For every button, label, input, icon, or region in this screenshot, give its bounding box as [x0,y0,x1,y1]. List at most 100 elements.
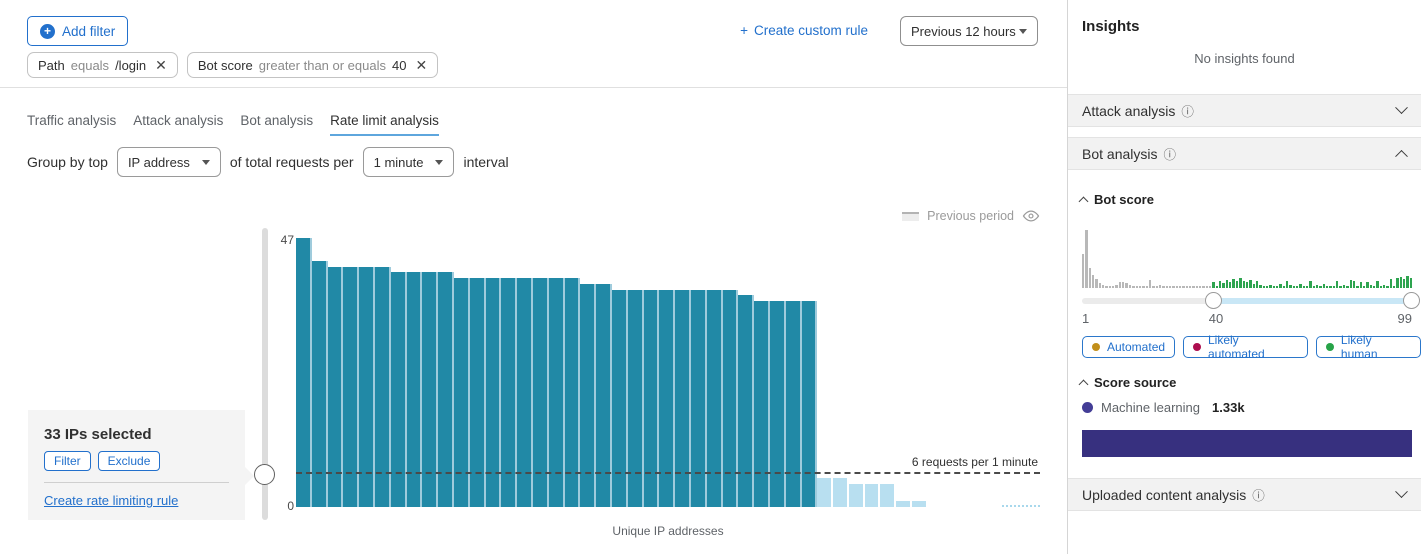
histogram-bar-green [1392,286,1396,288]
histogram-bar-green [1406,276,1409,288]
add-filter-button[interactable]: + Add filter [27,16,129,46]
histogram-bar-green [1219,281,1222,288]
rate-limit-bar-selected [390,272,407,507]
interval-value: 1 minute [373,154,424,170]
rate-limit-bar-selected [596,284,612,507]
uploaded-content-section-header[interactable]: Uploaded content analysis ⓘ [1068,478,1421,511]
histogram-bar-gray [1175,286,1178,288]
bot-score-subheader[interactable]: Bot score [1078,192,1154,207]
histogram-bar-gray [1118,282,1122,288]
machine-learning-value: 1.33k [1212,400,1245,415]
threshold-slider-handle[interactable] [254,464,275,485]
remove-filter-icon[interactable]: ✕ [415,56,428,73]
slider-handle-max[interactable] [1403,292,1420,309]
legend-badge-automated[interactable]: Automated [1082,336,1176,358]
info-icon: ⓘ [1252,489,1265,503]
group-by-select[interactable]: IP address [116,147,221,177]
threshold-slider-track[interactable] [262,228,268,520]
tab-traffic-analysis[interactable]: Traffic analysis [27,113,117,128]
histogram-bar-green [1382,285,1386,288]
histogram-bar-green [1366,282,1369,288]
interval-select[interactable]: 1 minute [362,147,455,177]
bot-analysis-label: Bot analysis [1082,146,1158,162]
rate-limit-bar-below-threshold [912,501,928,507]
slider-track-selected[interactable] [1213,298,1412,304]
bot-score-title: Bot score [1094,192,1154,207]
histogram-bar-green [1322,284,1326,288]
info-icon: ⓘ [1163,148,1176,162]
filter-chip[interactable]: Bot score greater than or equals 40 ✕ [186,52,439,78]
insights-sidebar: Insights No insights found Attack analys… [1067,0,1421,554]
filter-chip-operator: greater than or equals [258,57,386,73]
rate-limit-bar-selected [406,272,423,507]
histogram-bar-green [1235,281,1239,288]
remove-filter-icon[interactable]: ✕ [155,56,167,73]
histogram-bar-gray [1145,286,1148,288]
histogram-bar-green [1229,282,1232,288]
histogram-bar-green [1349,280,1352,288]
legend-dot-icon [1325,343,1334,351]
histogram-bar-green [1259,285,1262,288]
histogram-bar-gray [1165,286,1168,288]
histogram-bar-green [1279,284,1282,288]
histogram-bar-green [1265,286,1269,288]
eye-icon[interactable] [1022,207,1040,225]
create-custom-rule-link[interactable]: + Create custom rule [740,23,868,38]
chevron-down-icon [1395,485,1408,499]
bot-analysis-section-header[interactable]: Bot analysis ⓘ [1068,137,1421,170]
rate-limit-bar-selected [675,290,691,507]
histogram-bar-green [1336,281,1339,288]
time-range-value: Previous 12 hours [911,23,1016,39]
tab-rate-limit-analysis[interactable]: Rate limit analysis [330,113,439,136]
histogram-bar-green [1232,279,1235,288]
histogram-bar-green [1252,284,1255,288]
filter-chip-field: Path [38,57,65,73]
uploaded-content-label: Uploaded content analysis [1082,487,1247,503]
histogram-bar-green [1396,278,1399,288]
histogram-bar-gray [1115,285,1118,288]
slider-track-unselected[interactable] [1082,298,1213,304]
histogram-bar-green [1319,286,1322,288]
legend-badge-likely-human[interactable]: Likely human [1315,333,1421,361]
exclude-button[interactable]: Exclude [97,451,161,471]
histogram-bar-gray [1152,286,1155,288]
chevron-down-icon [1395,101,1408,115]
slider-handle-min[interactable] [1205,292,1222,309]
filter-chip[interactable]: Path equals/login ✕ [27,52,178,78]
histogram-bar-green [1339,286,1342,288]
histogram-bar-gray [1108,286,1112,288]
score-source-bar [1082,430,1412,457]
tab-bot-analysis[interactable]: Bot analysis [240,113,314,128]
tab-attack-analysis[interactable]: Attack analysis [133,113,224,128]
machine-learning-dot-icon [1082,402,1093,413]
chevron-up-icon [1078,196,1089,207]
histogram-bar-green [1326,286,1329,288]
histogram-bar-green [1255,281,1259,288]
histogram-bar-green [1376,281,1379,288]
filter-button[interactable]: Filter [44,451,91,471]
divider [44,482,229,483]
rate-limit-bar-selected [738,295,755,507]
score-source-subheader[interactable]: Score source [1078,375,1176,390]
ips-selected-title: 33 IPs selected [44,426,152,443]
histogram-bar-green [1239,278,1242,288]
rate-limit-bar-selected [801,301,818,507]
time-range-select[interactable]: Previous 12 hours [900,16,1038,46]
create-rate-limiting-rule-link[interactable]: Create rate limiting rule [44,493,179,508]
rate-limit-bar-selected [422,272,439,507]
rate-limit-bar-selected [580,284,597,507]
histogram-bar-gray [1209,286,1212,288]
legend-badge-likely-automated[interactable]: Likely automated [1183,333,1308,361]
histogram-bar-gray [1135,286,1138,288]
histogram-bar-green [1282,286,1285,288]
histogram-bar-green [1289,285,1292,288]
attack-analysis-section-header[interactable]: Attack analysis ⓘ [1068,94,1421,127]
histogram-bar-green [1332,286,1336,288]
histogram-bar-green [1272,286,1275,288]
histogram-bar-gray [1199,286,1202,288]
group-by-suffix: interval [463,154,509,170]
legend-badge-label: Automated [1107,340,1166,354]
histogram-bar-green [1249,280,1252,288]
rate-limit-bar-selected [517,278,533,507]
